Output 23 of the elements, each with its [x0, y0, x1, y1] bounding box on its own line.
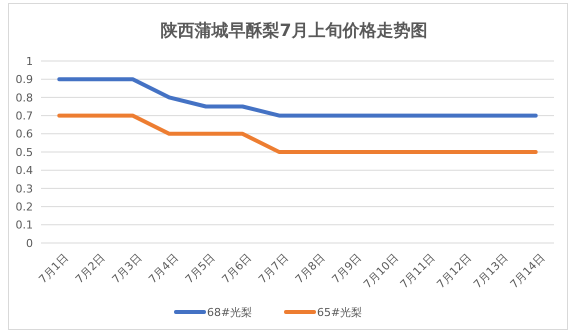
x-tick-label: 7月4日: [146, 251, 181, 286]
x-tick-label: 7月5日: [182, 251, 218, 286]
y-tick-label: 0.5: [16, 146, 33, 159]
y-tick-label: 0.8: [16, 91, 33, 104]
y-tick-label: 0.6: [16, 128, 33, 141]
y-tick-label: 0: [26, 236, 33, 250]
y-tick-label: 0.7: [16, 109, 33, 122]
y-tick-label: 0.9: [16, 73, 33, 86]
chart-title: 陕西蒲城早酥梨7月上旬价格走势图: [160, 21, 428, 41]
x-tick-label: 7月7日: [256, 251, 291, 286]
legend-label: 65#光梨: [317, 306, 362, 319]
x-tick-label: 7月3日: [110, 251, 144, 286]
y-tick-label: 0.1: [16, 218, 33, 232]
y-tick-label: 0.4: [16, 164, 33, 178]
x-tick-label: 7月8日: [292, 251, 328, 286]
y-tick-label: 0.3: [16, 182, 33, 196]
line-series: [57, 77, 538, 118]
legend-label: 68#光梨: [207, 306, 252, 319]
y-tick-label: 0.2: [16, 200, 33, 214]
x-tick-label: 7月2日: [72, 251, 108, 286]
x-tick-label: 7月1日: [36, 251, 71, 286]
y-tick-label: 1: [26, 54, 33, 68]
x-tick-label: 7月6日: [219, 251, 254, 286]
